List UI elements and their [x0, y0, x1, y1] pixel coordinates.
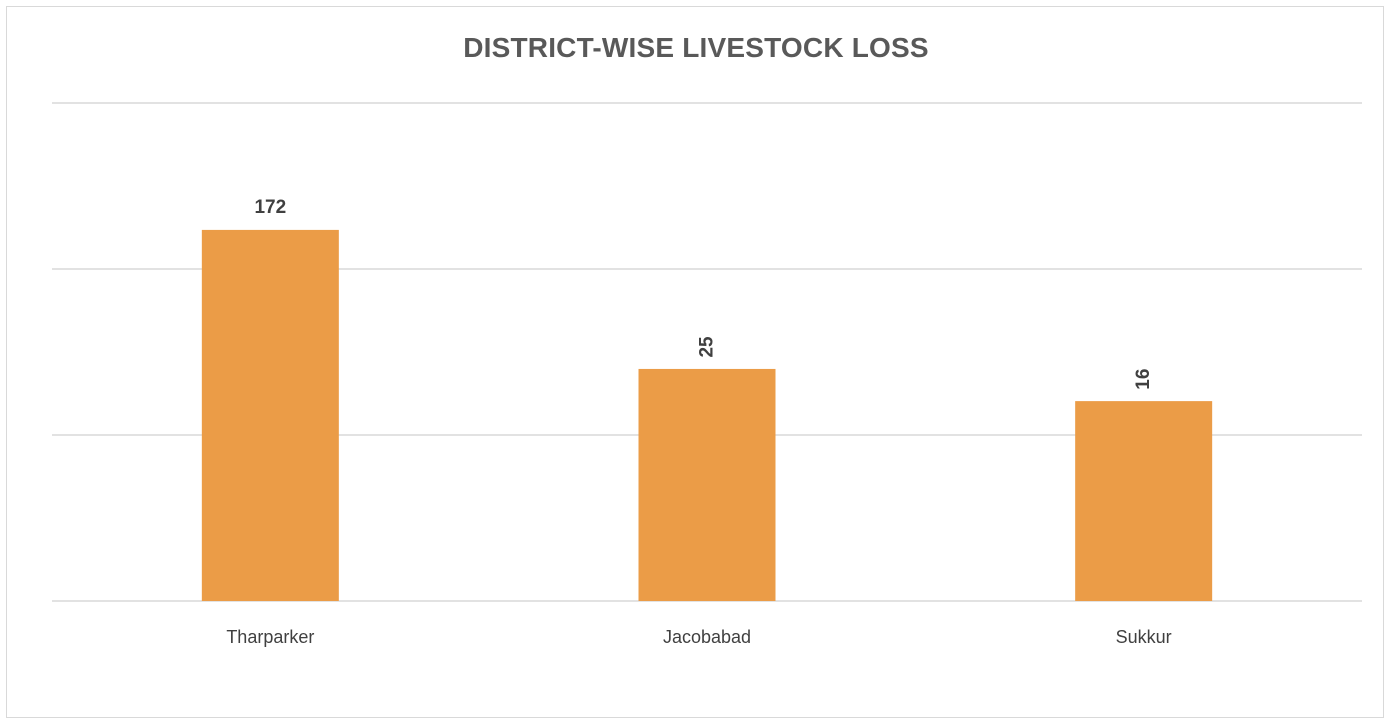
bar-sukkur	[1075, 401, 1213, 601]
category-label-jacobabad: Jacobabad	[663, 627, 751, 647]
data-label-jacobabad: 25	[697, 336, 718, 358]
category-label-tharparker: Tharparker	[226, 627, 314, 647]
bar-jacobabad	[638, 368, 776, 601]
data-label-sukkur: 16	[1133, 369, 1154, 390]
category-labels: Tharparker Jacobabad Sukkur	[226, 627, 1171, 647]
bars	[201, 229, 1213, 601]
category-label-sukkur: Sukkur	[1116, 627, 1172, 647]
chart-title: DISTRICT-WISE LIVESTOCK LOSS	[463, 32, 929, 63]
bar-tharparker	[201, 229, 339, 601]
data-labels: 172 25 16	[254, 197, 1154, 390]
data-label-tharparker: 172	[254, 197, 286, 218]
